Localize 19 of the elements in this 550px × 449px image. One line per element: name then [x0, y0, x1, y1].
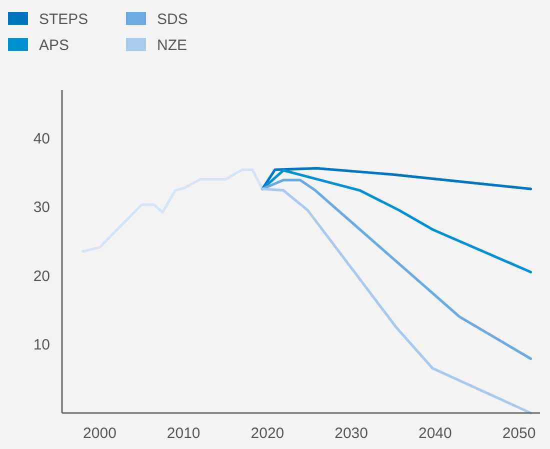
legend-label: APS — [39, 36, 70, 54]
y-tick-label: 10 — [33, 336, 50, 354]
line-series — [82, 168, 264, 253]
x-tick-label: 2050 — [502, 425, 536, 442]
line-series — [261, 178, 532, 360]
legend-label: SDS — [157, 10, 188, 28]
line-series — [261, 167, 532, 190]
line-series — [261, 169, 532, 274]
y-tick-label: 30 — [33, 199, 50, 216]
x-tick-label: 2020 — [250, 425, 284, 442]
x-tick-label: 2030 — [334, 425, 368, 442]
y-tick-label: 40 — [33, 130, 50, 148]
y-tick-label: 20 — [33, 268, 50, 285]
line-series — [261, 188, 532, 414]
legend-label: NZE — [157, 36, 187, 54]
x-tick-label: 2010 — [166, 425, 200, 442]
legend-label: STEPS — [39, 10, 88, 28]
x-tick-label: 2000 — [83, 425, 116, 442]
x-tick-label: 2040 — [418, 425, 452, 442]
